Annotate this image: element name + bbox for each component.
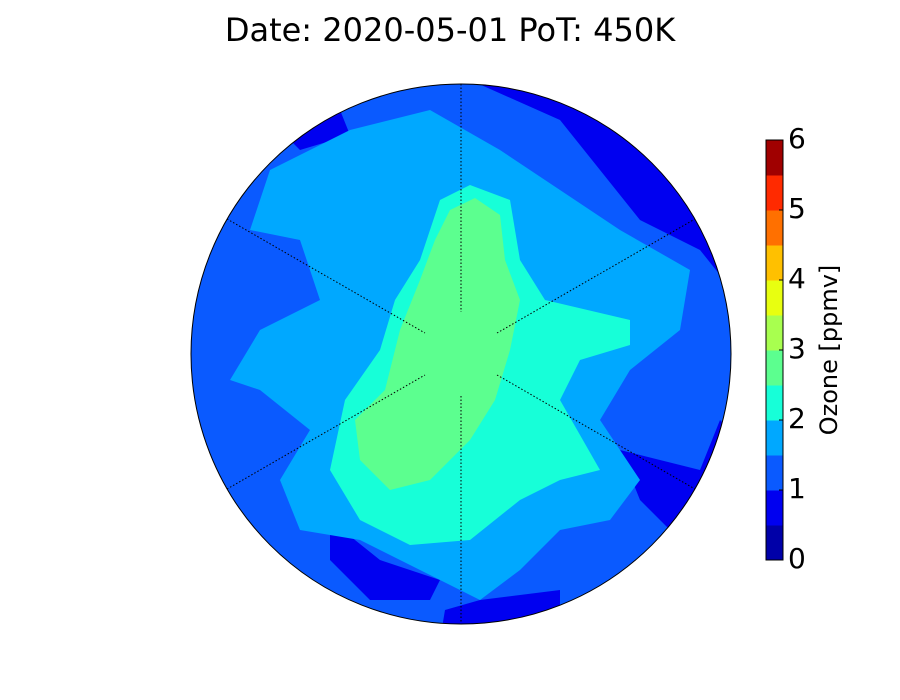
colorbar-tick-label: 1 [788, 472, 806, 505]
colorbar-tick-label: 0 [788, 542, 806, 575]
peak-region [355, 198, 520, 490]
colorbar-segment [766, 420, 783, 456]
colorbar-segment [766, 140, 783, 176]
colorbar-segment [766, 210, 783, 246]
colorbar-tick-label: 5 [788, 192, 806, 225]
colorbar-tick-label: 3 [788, 332, 806, 365]
colorbar-segment [766, 455, 783, 491]
colorbar-tick-label: 4 [788, 262, 806, 295]
colorbar-segment [766, 490, 783, 526]
colorbar-tick-label: 2 [788, 402, 806, 435]
ozone-map [191, 84, 731, 624]
colorbar-segment [766, 315, 783, 351]
colorbar-label: Ozone [ppmv] [815, 265, 843, 436]
title: Date: 2020-05-01 PoT: 450K [225, 11, 676, 49]
colorbar-tick-label: 6 [788, 122, 806, 155]
colorbar: 0 1 2 3 4 5 6 [765, 122, 806, 575]
map-boundary [190, 83, 732, 625]
colorbar-segment [766, 175, 783, 211]
low-region [440, 590, 560, 624]
colorbar-segment [766, 350, 783, 386]
meridians [226, 84, 696, 624]
colorbar-segment [766, 245, 783, 281]
low-region [330, 520, 440, 600]
low-region [290, 110, 350, 150]
colorbar-segment [766, 280, 783, 316]
colorbar-segment [766, 385, 783, 421]
colorbar-segment [766, 525, 783, 561]
